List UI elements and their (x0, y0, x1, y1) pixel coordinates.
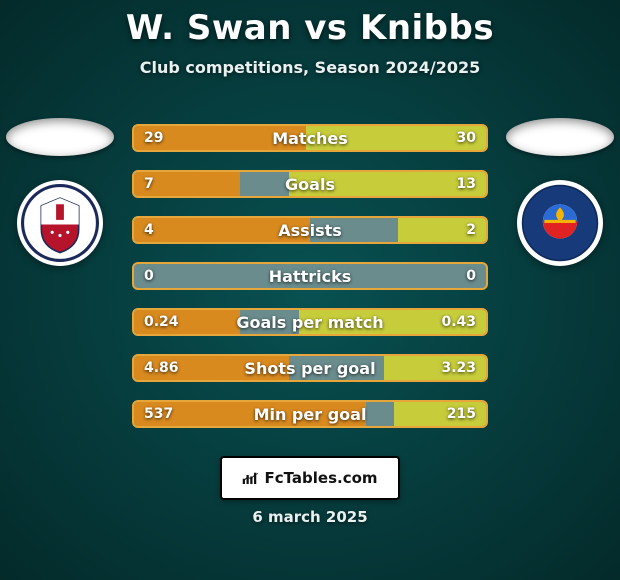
stat-fill-left (134, 356, 289, 380)
stat-fill-right (289, 172, 486, 196)
stat-fill-left (134, 310, 240, 334)
stat-row: Hattricks0 0 (132, 262, 488, 290)
stat-fill-left (134, 218, 310, 242)
stat-value-right: 0 (466, 264, 476, 288)
stat-row: Assists42 (132, 216, 488, 244)
stats-container: Matches2930 Goals713 Assists42 Hattricks0 0 G… (132, 124, 488, 428)
player-column-right (506, 118, 614, 266)
watermark-text: FcTables.com (264, 469, 377, 487)
reading-crest-icon (521, 184, 599, 262)
crawley-crest-icon (21, 184, 99, 262)
stat-row: Shots per goal4.863.23 (132, 354, 488, 382)
stat-label: Hattricks (134, 264, 486, 288)
stat-fill-right (306, 126, 486, 150)
stat-fill-left (134, 126, 306, 150)
stat-fill-right (394, 402, 486, 426)
player-column-left (6, 118, 114, 266)
subtitle: Club competitions, Season 2024/2025 (140, 58, 480, 77)
stat-fill-left (134, 172, 240, 196)
page-title: W. Swan vs Knibbs (126, 8, 494, 48)
content-root: W. Swan vs Knibbs Club competitions, Sea… (0, 0, 620, 580)
club-crest-right (517, 180, 603, 266)
player-avatar-right (506, 118, 614, 156)
stat-row: Goals713 (132, 170, 488, 198)
stat-row: Min per goal537215 (132, 400, 488, 428)
player-avatar-left (6, 118, 114, 156)
stat-value-left: 0 (144, 264, 154, 288)
club-crest-left (17, 180, 103, 266)
stat-row: Matches2930 (132, 124, 488, 152)
stat-fill-right (299, 310, 486, 334)
date-text: 6 march 2025 (252, 508, 367, 526)
stat-fill-left (134, 402, 366, 426)
stat-row: Goals per match0.240.43 (132, 308, 488, 336)
watermark-badge: FcTables.com (220, 456, 400, 500)
bars-icon (242, 471, 260, 485)
stat-fill-right (384, 356, 486, 380)
stat-fill-right (398, 218, 486, 242)
